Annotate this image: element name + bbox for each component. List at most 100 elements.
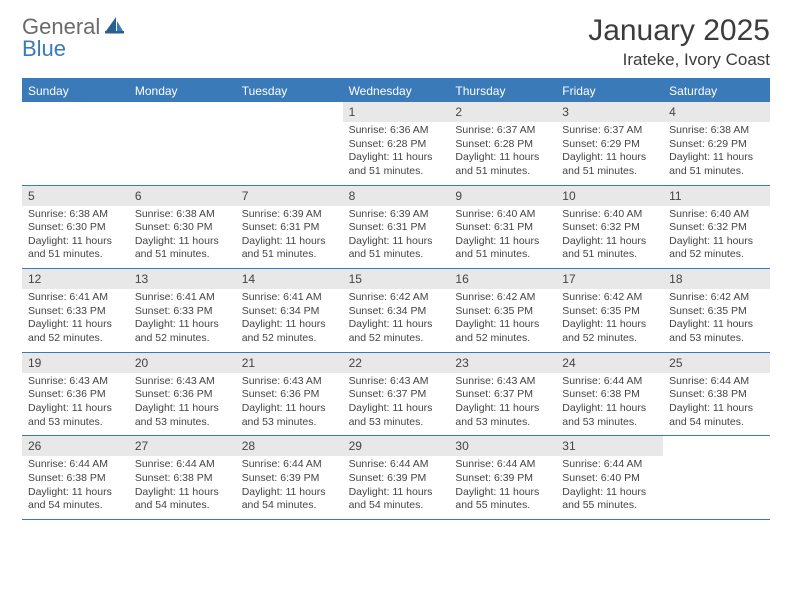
day-line: Sunrise: 6:44 AM	[349, 458, 444, 472]
day-line: Sunrise: 6:42 AM	[455, 291, 550, 305]
day-body: Sunrise: 6:44 AMSunset: 6:38 PMDaylight:…	[129, 456, 236, 519]
day-body: Sunrise: 6:38 AMSunset: 6:29 PMDaylight:…	[663, 122, 770, 185]
day-line: Sunrise: 6:37 AM	[562, 124, 657, 138]
day-body: Sunrise: 6:44 AMSunset: 6:38 PMDaylight:…	[663, 373, 770, 436]
day-line: Sunset: 6:35 PM	[562, 305, 657, 319]
day-line: Sunset: 6:36 PM	[242, 388, 337, 402]
day-line: Daylight: 11 hours	[135, 235, 230, 249]
day-line: Daylight: 11 hours	[349, 151, 444, 165]
day-line: Sunrise: 6:44 AM	[28, 458, 123, 472]
day-line: and 51 minutes.	[28, 248, 123, 262]
day-line: Daylight: 11 hours	[349, 402, 444, 416]
day-line: and 51 minutes.	[562, 165, 657, 179]
day-line: Sunrise: 6:43 AM	[455, 375, 550, 389]
day-line: Sunrise: 6:43 AM	[349, 375, 444, 389]
week-row: 12131415161718Sunrise: 6:41 AMSunset: 6:…	[22, 269, 770, 353]
day-line: Daylight: 11 hours	[242, 402, 337, 416]
day-line: Sunset: 6:36 PM	[28, 388, 123, 402]
day-line: Sunrise: 6:38 AM	[135, 208, 230, 222]
day-line: and 53 minutes.	[28, 416, 123, 430]
day-line: Daylight: 11 hours	[669, 151, 764, 165]
day-line: and 55 minutes.	[562, 499, 657, 513]
day-line: Sunset: 6:38 PM	[669, 388, 764, 402]
header: General January 2025 Irateke, Ivory Coas…	[22, 14, 770, 70]
day-body: Sunrise: 6:44 AMSunset: 6:39 PMDaylight:…	[343, 456, 450, 519]
day-line: Sunrise: 6:39 AM	[349, 208, 444, 222]
day-line: Sunset: 6:33 PM	[28, 305, 123, 319]
day-line: and 52 minutes.	[349, 332, 444, 346]
day-line: and 54 minutes.	[669, 416, 764, 430]
dow-sunday: Sunday	[22, 80, 129, 102]
day-line: and 53 minutes.	[669, 332, 764, 346]
day-line: and 54 minutes.	[349, 499, 444, 513]
day-line: Daylight: 11 hours	[135, 486, 230, 500]
week-row: 567891011Sunrise: 6:38 AMSunset: 6:30 PM…	[22, 186, 770, 270]
dow-friday: Friday	[556, 80, 663, 102]
day-number: 16	[449, 269, 556, 289]
day-number: 21	[236, 353, 343, 373]
day-number: 11	[663, 186, 770, 206]
dow-wednesday: Wednesday	[343, 80, 450, 102]
day-number: 31	[556, 436, 663, 456]
day-line: Sunset: 6:39 PM	[242, 472, 337, 486]
day-line: Sunset: 6:30 PM	[28, 221, 123, 235]
day-body: Sunrise: 6:41 AMSunset: 6:33 PMDaylight:…	[22, 289, 129, 352]
day-number: 1	[343, 102, 450, 122]
day-line: Daylight: 11 hours	[28, 318, 123, 332]
day-line: Sunset: 6:31 PM	[455, 221, 550, 235]
dow-saturday: Saturday	[663, 80, 770, 102]
day-body: Sunrise: 6:43 AMSunset: 6:37 PMDaylight:…	[449, 373, 556, 436]
day-body	[129, 122, 236, 185]
day-line: Sunset: 6:38 PM	[135, 472, 230, 486]
day-line: and 51 minutes.	[669, 165, 764, 179]
month-title: January 2025	[588, 14, 770, 48]
day-line: Sunrise: 6:38 AM	[669, 124, 764, 138]
day-line: and 52 minutes.	[562, 332, 657, 346]
week-row: 1234Sunrise: 6:36 AMSunset: 6:28 PMDayli…	[22, 102, 770, 186]
day-line: Daylight: 11 hours	[349, 486, 444, 500]
day-line: Sunrise: 6:39 AM	[242, 208, 337, 222]
day-body: Sunrise: 6:41 AMSunset: 6:34 PMDaylight:…	[236, 289, 343, 352]
day-number: 17	[556, 269, 663, 289]
day-body: Sunrise: 6:38 AMSunset: 6:30 PMDaylight:…	[129, 206, 236, 269]
day-body: Sunrise: 6:41 AMSunset: 6:33 PMDaylight:…	[129, 289, 236, 352]
day-line: Daylight: 11 hours	[562, 151, 657, 165]
day-number: 28	[236, 436, 343, 456]
day-line: Sunset: 6:35 PM	[455, 305, 550, 319]
day-line: Sunset: 6:33 PM	[135, 305, 230, 319]
day-line: Sunset: 6:39 PM	[349, 472, 444, 486]
dow-monday: Monday	[129, 80, 236, 102]
day-number: 7	[236, 186, 343, 206]
day-line: Sunrise: 6:41 AM	[28, 291, 123, 305]
day-line: Sunrise: 6:44 AM	[562, 375, 657, 389]
day-number: 24	[556, 353, 663, 373]
day-line: Sunset: 6:35 PM	[669, 305, 764, 319]
day-line: Daylight: 11 hours	[455, 486, 550, 500]
day-line: Sunset: 6:34 PM	[349, 305, 444, 319]
day-line: and 52 minutes.	[242, 332, 337, 346]
day-of-week-header: Sunday Monday Tuesday Wednesday Thursday…	[22, 80, 770, 102]
day-line: Sunrise: 6:41 AM	[242, 291, 337, 305]
day-line: Sunset: 6:31 PM	[349, 221, 444, 235]
day-line: Daylight: 11 hours	[242, 235, 337, 249]
day-line: and 51 minutes.	[349, 165, 444, 179]
location: Irateke, Ivory Coast	[588, 50, 770, 70]
day-line: and 51 minutes.	[349, 248, 444, 262]
day-line: Sunrise: 6:43 AM	[135, 375, 230, 389]
day-line: Sunset: 6:32 PM	[669, 221, 764, 235]
day-line: Daylight: 11 hours	[135, 402, 230, 416]
day-line: Sunrise: 6:36 AM	[349, 124, 444, 138]
day-line: Sunrise: 6:38 AM	[28, 208, 123, 222]
day-number	[129, 102, 236, 122]
day-body: Sunrise: 6:42 AMSunset: 6:35 PMDaylight:…	[449, 289, 556, 352]
day-number	[22, 102, 129, 122]
day-body: Sunrise: 6:44 AMSunset: 6:39 PMDaylight:…	[236, 456, 343, 519]
day-line: Sunset: 6:40 PM	[562, 472, 657, 486]
day-body: Sunrise: 6:37 AMSunset: 6:28 PMDaylight:…	[449, 122, 556, 185]
day-line: and 51 minutes.	[455, 248, 550, 262]
day-body: Sunrise: 6:37 AMSunset: 6:29 PMDaylight:…	[556, 122, 663, 185]
day-line: Sunset: 6:38 PM	[28, 472, 123, 486]
day-line: and 52 minutes.	[28, 332, 123, 346]
day-number: 23	[449, 353, 556, 373]
day-line: Daylight: 11 hours	[242, 318, 337, 332]
